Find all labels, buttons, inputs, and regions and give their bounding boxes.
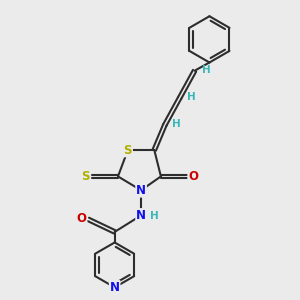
- Text: N: N: [110, 281, 120, 294]
- Text: H: H: [202, 65, 211, 75]
- Text: H: H: [172, 119, 181, 129]
- Text: O: O: [76, 212, 87, 225]
- Text: N: N: [136, 184, 146, 197]
- Text: S: S: [81, 170, 90, 183]
- Text: H: H: [150, 211, 159, 221]
- Text: O: O: [188, 170, 198, 183]
- Text: H: H: [187, 92, 196, 102]
- Text: N: N: [136, 209, 146, 222]
- Text: S: S: [124, 143, 132, 157]
